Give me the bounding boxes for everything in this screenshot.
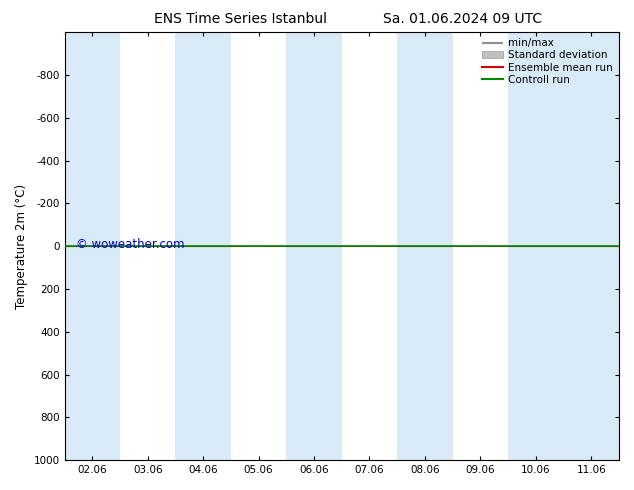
Bar (564, 32, 619, 460)
Text: Sa. 01.06.2024 09 UTC: Sa. 01.06.2024 09 UTC (384, 12, 542, 26)
Legend: min/max, Standard deviation, Ensemble mean run, Controll run: min/max, Standard deviation, Ensemble me… (479, 35, 616, 88)
Text: ENS Time Series Istanbul: ENS Time Series Istanbul (155, 12, 327, 26)
Text: © woweather.com: © woweather.com (75, 238, 184, 250)
Bar (65, 32, 120, 460)
Bar (176, 32, 231, 460)
Bar (508, 32, 564, 460)
Y-axis label: Temperature 2m (°C): Temperature 2m (°C) (15, 184, 28, 309)
Bar (398, 32, 453, 460)
Bar (287, 32, 342, 460)
